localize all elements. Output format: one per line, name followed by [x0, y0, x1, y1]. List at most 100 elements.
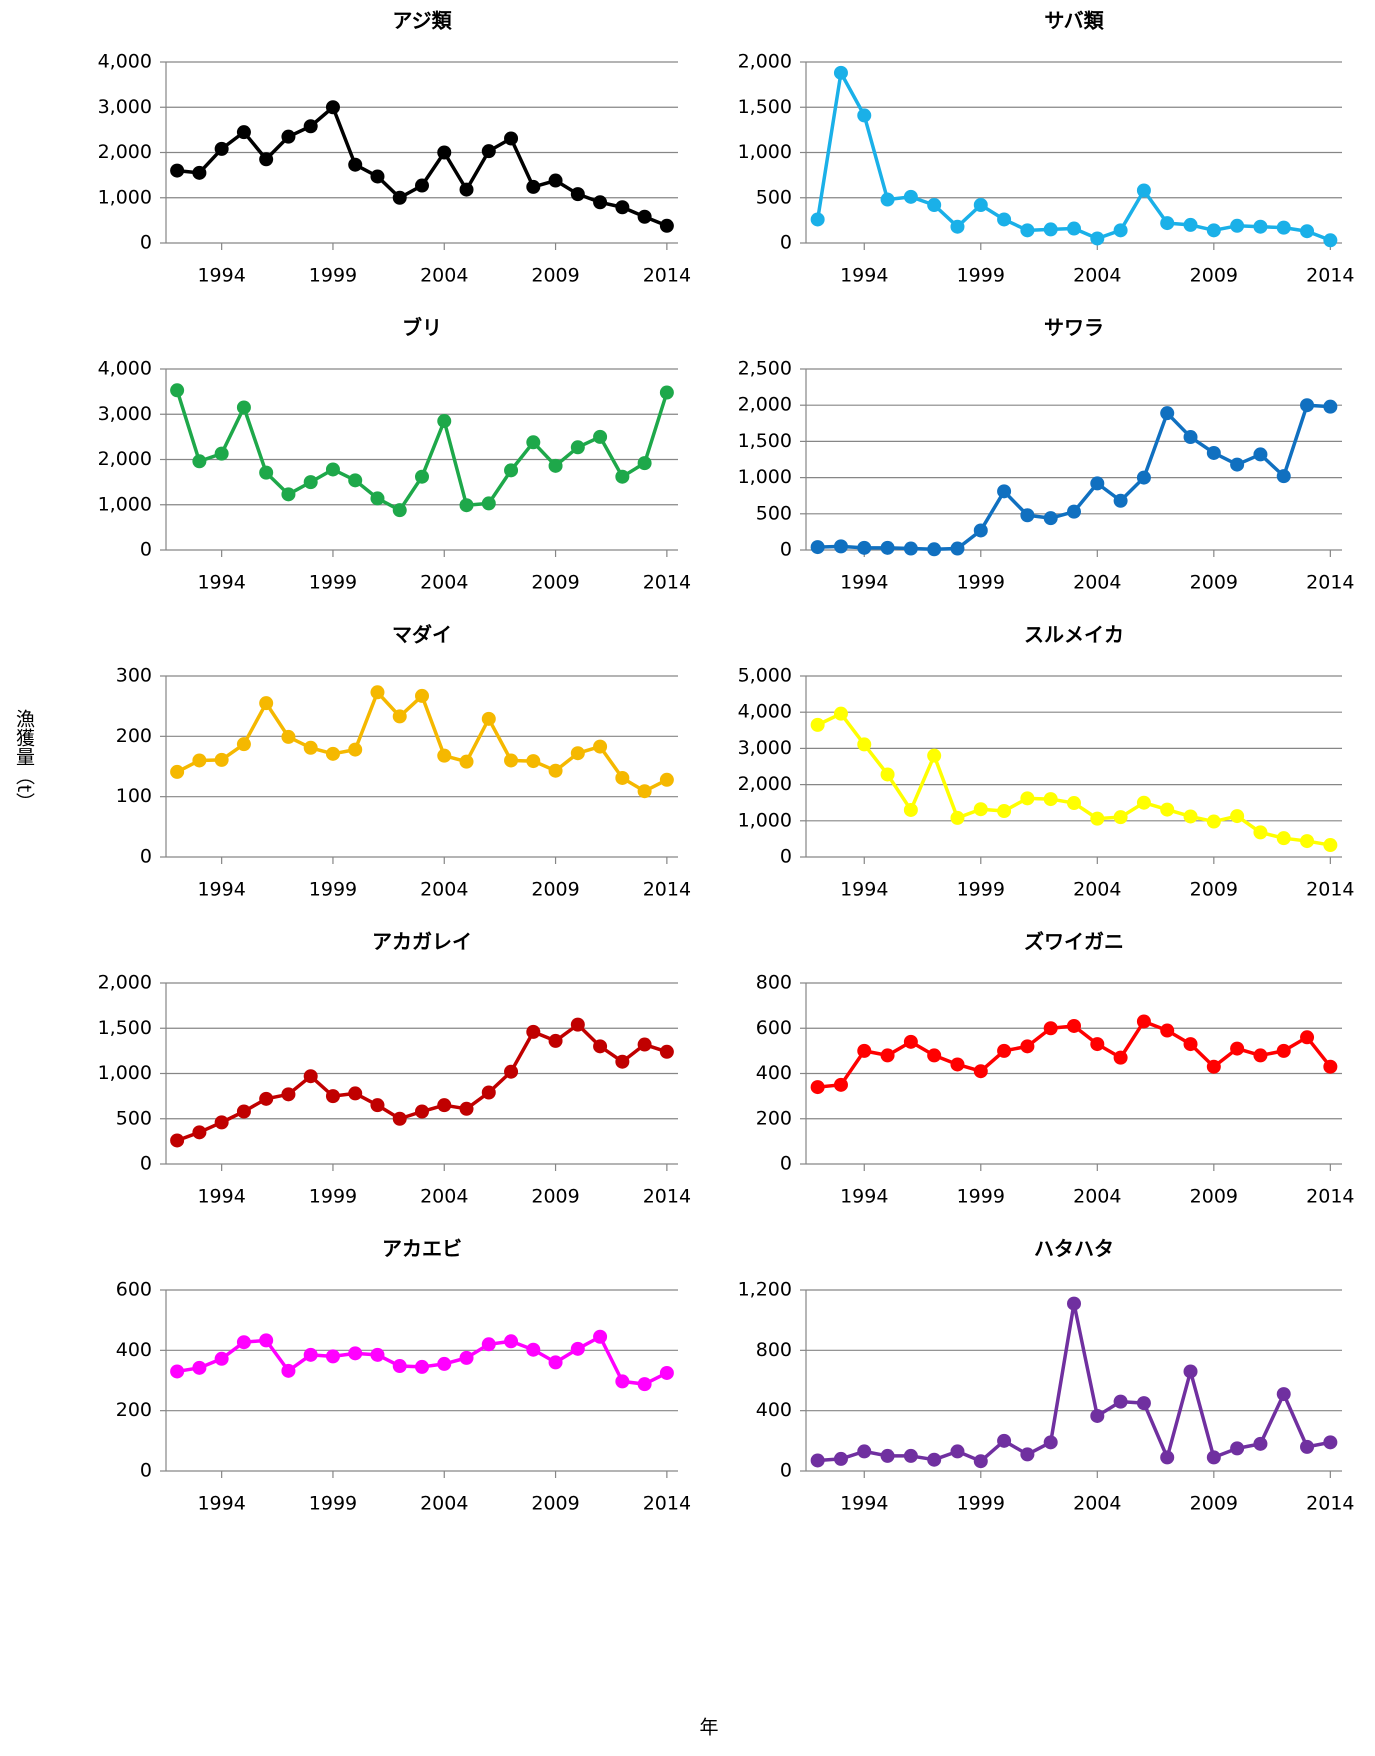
data-point	[236, 1335, 251, 1350]
data-point	[1160, 802, 1175, 817]
data-point	[236, 737, 251, 752]
y-tick-label: 0	[780, 1153, 792, 1175]
data-point	[615, 1374, 630, 1389]
data-point	[1323, 838, 1338, 853]
x-tick-label: 2014	[1306, 879, 1354, 901]
x-tick-label: 1999	[957, 572, 1005, 594]
data-point	[236, 400, 251, 415]
data-point	[810, 1080, 825, 1095]
x-tick-label: 1994	[197, 879, 245, 901]
data-point	[1253, 825, 1268, 840]
data-point	[259, 1091, 274, 1106]
data-point	[281, 1363, 296, 1378]
y-tick-label: 3,000	[98, 96, 152, 118]
chart-title: アカガレイ	[372, 930, 472, 954]
data-point	[1253, 1048, 1268, 1063]
data-point	[504, 1334, 519, 1349]
data-point	[192, 454, 207, 469]
data-point	[950, 541, 965, 556]
x-tick-label: 1999	[957, 1186, 1005, 1208]
y-tick-label: 0	[140, 1460, 152, 1482]
x-tick-label: 1994	[197, 265, 245, 287]
x-tick-label: 1994	[197, 572, 245, 594]
y-tick-label: 2,000	[98, 972, 152, 994]
data-point	[997, 1433, 1012, 1448]
y-tick-label: 500	[756, 502, 792, 524]
data-point	[415, 688, 429, 703]
data-point	[1230, 1441, 1245, 1456]
x-tick-label: 2014	[643, 572, 691, 594]
data-point	[437, 1356, 452, 1371]
y-tick-label: 1,000	[738, 466, 792, 488]
data-point	[303, 1069, 318, 1084]
data-point	[325, 462, 340, 477]
data-point	[192, 1125, 207, 1140]
data-point	[1090, 1037, 1105, 1052]
data-point	[1160, 216, 1175, 231]
data-line	[176, 690, 668, 793]
data-point	[950, 1057, 965, 1072]
x-tick-label: 1994	[840, 1186, 888, 1208]
data-point	[593, 195, 608, 210]
y-tick-label: 1,500	[738, 430, 792, 452]
y-tick-label: 100	[116, 785, 152, 807]
data-point	[370, 1347, 385, 1362]
data-point	[481, 1337, 496, 1352]
data-line	[816, 711, 1331, 847]
data-point	[1090, 476, 1105, 491]
data-point	[615, 770, 630, 785]
y-tick-label: 0	[140, 539, 152, 561]
data-point	[927, 748, 942, 763]
data-point	[637, 209, 652, 224]
data-point	[615, 200, 630, 215]
data-point	[325, 1089, 340, 1104]
data-point	[504, 753, 519, 768]
data-point	[415, 469, 429, 484]
data-point	[459, 1101, 474, 1116]
x-tick-label: 1999	[957, 265, 1005, 287]
y-tick-label: 0	[140, 232, 152, 254]
x-tick-label: 1994	[197, 1493, 245, 1515]
data-point	[950, 1444, 965, 1459]
data-point	[857, 1444, 872, 1459]
data-point	[481, 496, 496, 511]
y-tick-label: 200	[116, 1399, 152, 1421]
y-tick-label: 4,000	[98, 51, 152, 73]
data-point	[281, 129, 296, 144]
data-point	[1206, 223, 1221, 238]
y-tick-label: 5,000	[738, 665, 792, 687]
y-tick-label: 1,200	[738, 1279, 792, 1301]
data-point	[637, 1377, 652, 1392]
data-point	[593, 429, 608, 444]
data-point	[370, 1098, 385, 1113]
data-line	[176, 1022, 668, 1143]
data-point	[325, 746, 340, 761]
data-point	[927, 197, 942, 212]
y-tick-label: 0	[780, 232, 792, 254]
data-point	[348, 1346, 363, 1361]
y-tick-label: 200	[756, 1107, 792, 1129]
x-tick-label: 1999	[309, 879, 357, 901]
data-point	[927, 1452, 942, 1467]
data-point	[1206, 814, 1221, 829]
data-point	[392, 190, 407, 205]
data-point	[833, 1451, 848, 1466]
data-point	[548, 1355, 563, 1370]
data-point	[950, 219, 965, 234]
chart-title: ハタハタ	[1034, 1237, 1114, 1261]
y-tick-label: 1,000	[738, 809, 792, 831]
data-point	[303, 1347, 318, 1362]
y-tick-label: 4,000	[738, 701, 792, 723]
data-point	[1183, 1364, 1198, 1379]
data-point	[659, 772, 674, 787]
data-point	[548, 458, 563, 473]
data-point	[1300, 224, 1315, 239]
chart-title: ブリ	[402, 316, 442, 340]
data-point	[192, 165, 207, 180]
chart-title: スルメイカ	[1024, 623, 1124, 647]
data-point	[570, 1017, 585, 1032]
data-point	[170, 163, 185, 178]
data-point	[857, 1043, 872, 1058]
data-point	[259, 152, 274, 167]
y-tick-label: 1,500	[98, 1017, 152, 1039]
